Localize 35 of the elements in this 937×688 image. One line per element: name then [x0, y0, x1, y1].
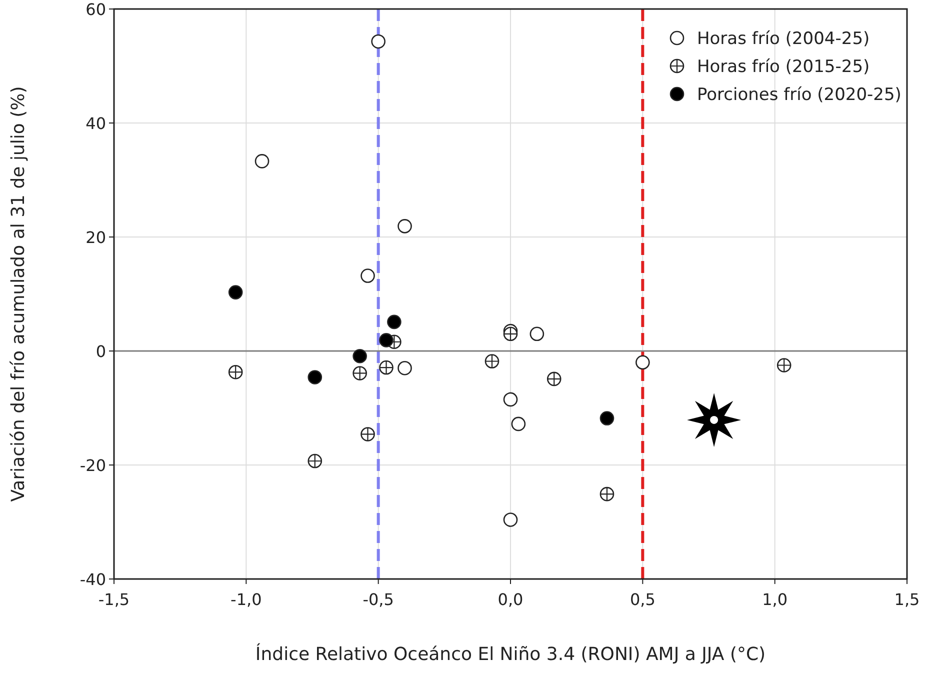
- point: [371, 34, 386, 49]
- x-tick-label: -1,0: [230, 590, 262, 609]
- point: [687, 392, 742, 447]
- point: [360, 268, 375, 283]
- x-tick-label: -0,5: [362, 590, 394, 609]
- point: [387, 314, 402, 330]
- x-axis-title: Índice Relativo Oceánco El Niño 3.4 (RONI) AMJ a JJA (°C): [255, 643, 766, 665]
- y-tick-label: 20: [86, 228, 106, 247]
- point: [503, 512, 518, 527]
- x-tick-label: -1,5: [98, 590, 130, 609]
- legend-label: Horas frío (2015-25): [697, 57, 870, 77]
- y-tick-label: -40: [80, 570, 106, 589]
- point: [379, 333, 394, 348]
- point: [398, 360, 412, 376]
- point: [636, 355, 650, 370]
- point: [254, 154, 270, 168]
- point: [530, 326, 544, 342]
- point: [503, 392, 518, 407]
- y-tick-label: -20: [80, 456, 106, 475]
- point: [511, 416, 526, 432]
- point: [398, 219, 412, 234]
- x-tick-label: 1,0: [762, 590, 788, 609]
- legend-label: Porciones frío (2020-25): [697, 85, 902, 105]
- y-tick-label: 40: [86, 114, 106, 133]
- y-tick-label: 0: [96, 342, 106, 361]
- x-tick-label: 0,5: [630, 590, 656, 609]
- y-tick-label: 60: [86, 0, 106, 19]
- point: [228, 285, 243, 300]
- point: [352, 348, 367, 364]
- y-axis-title: Variación del frío acumulado al 31 de julio (%): [8, 86, 29, 502]
- point: [600, 411, 614, 426]
- legend-label: Horas frío (2004-25): [697, 29, 870, 49]
- point: [308, 370, 322, 384]
- x-tick-label: 0,0: [498, 590, 524, 609]
- x-tick-label: 1,5: [894, 590, 920, 609]
